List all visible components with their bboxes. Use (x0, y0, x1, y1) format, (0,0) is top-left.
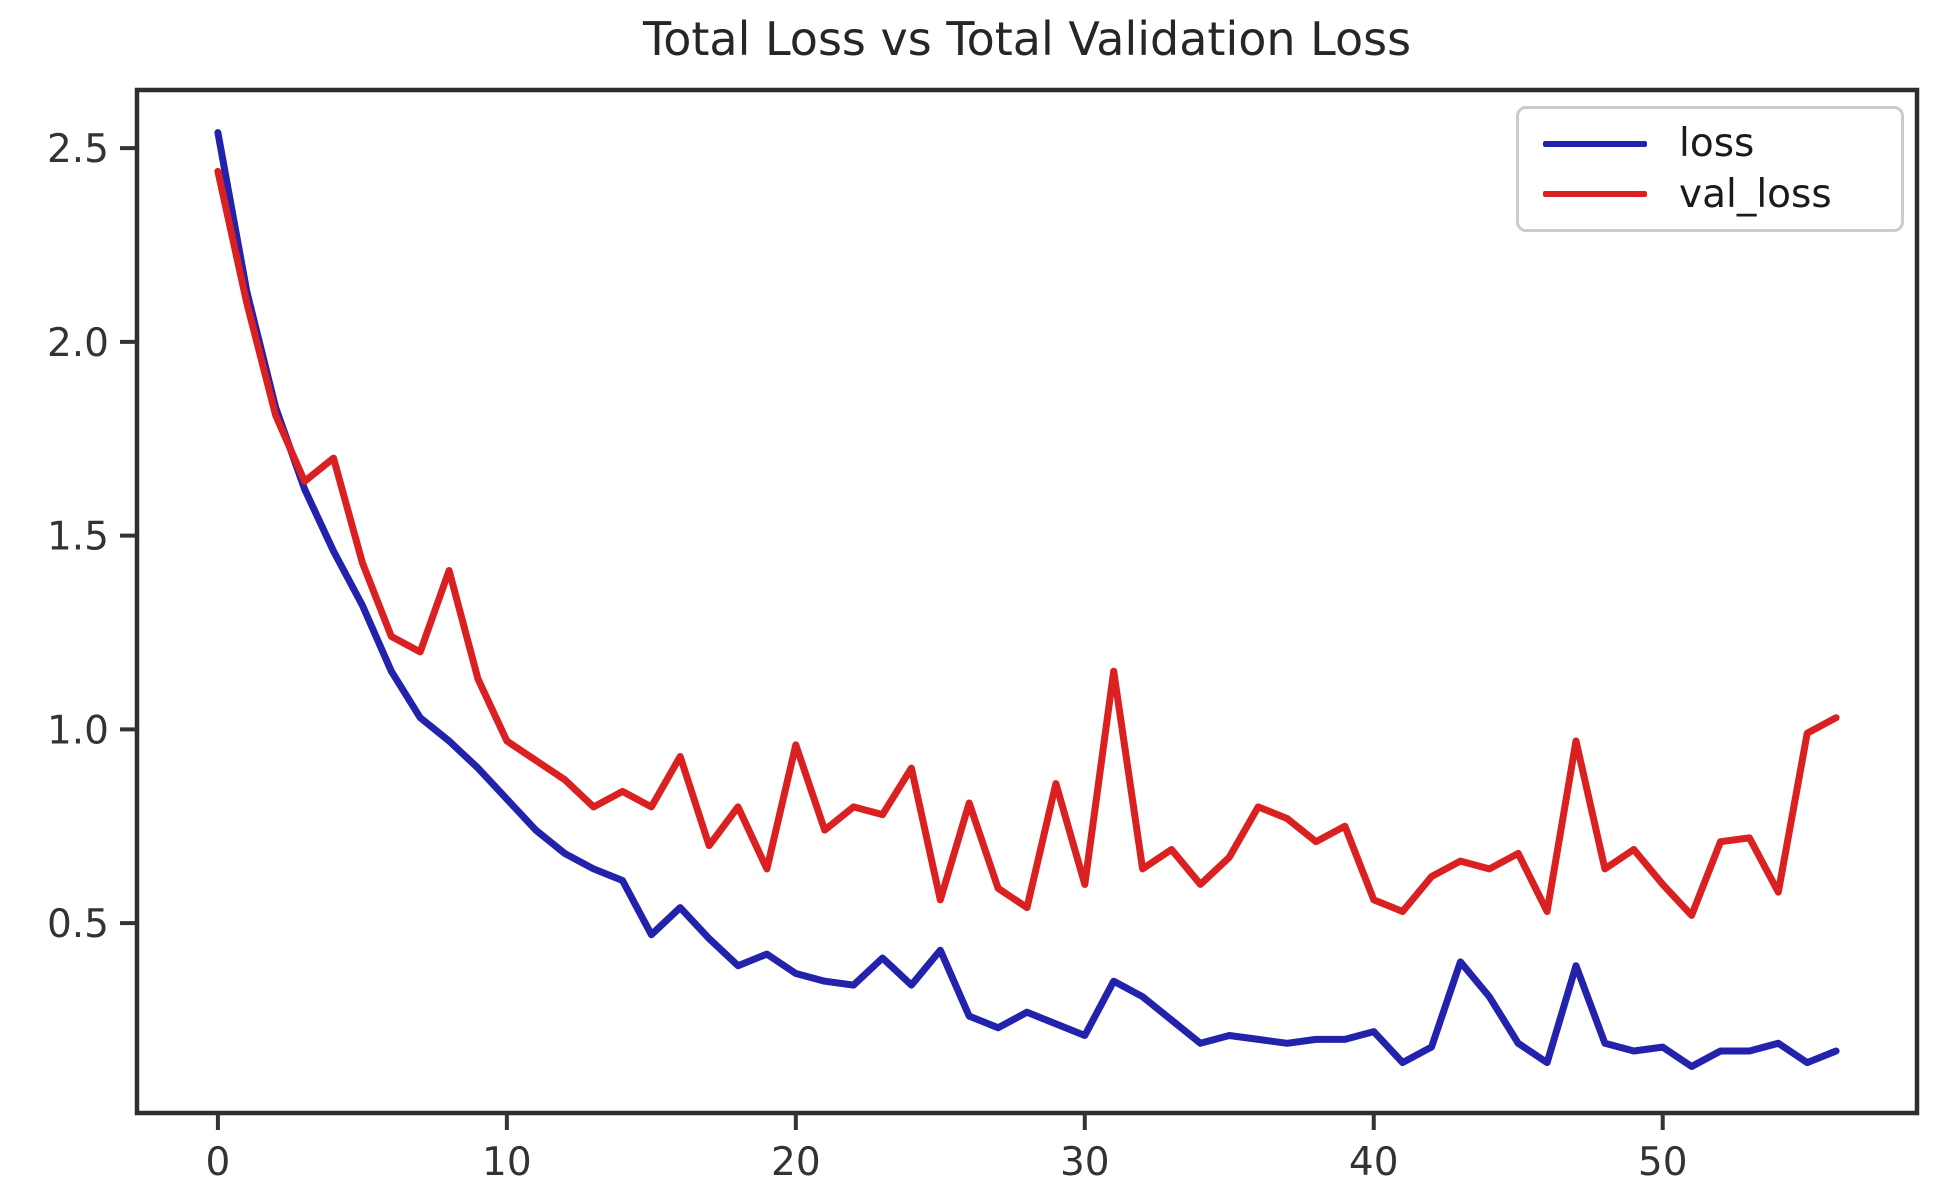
legend-label-loss: loss (1679, 121, 1755, 167)
loss-line (214, 129, 1840, 1070)
legend-item-loss: loss (1519, 124, 1901, 163)
y-tick-label: 2.0 (47, 321, 109, 366)
val-loss-line (214, 167, 1840, 919)
x-tick-label: 20 (771, 1140, 821, 1185)
x-tick-label: 50 (1638, 1140, 1688, 1185)
plot-border (134, 87, 1920, 1116)
y-tick-label: 2.5 (47, 127, 109, 172)
y-tick-label: 1.0 (47, 708, 109, 753)
x-tick-label: 40 (1349, 1140, 1399, 1185)
loss-swatch (1543, 140, 1647, 147)
x-tick-label: 30 (1060, 1140, 1110, 1185)
y-tick-label: 0.5 (47, 902, 109, 947)
legend: loss val_loss (1516, 106, 1904, 232)
val-loss-swatch (1543, 191, 1647, 198)
x-tick-label: 10 (482, 1140, 532, 1185)
x-tick-label: 0 (205, 1140, 230, 1185)
y-tick-label: 1.5 (47, 515, 109, 560)
legend-label-val_loss: val_loss (1679, 171, 1832, 217)
legend-item-val_loss: val_loss (1519, 175, 1901, 214)
chart-title: Total Loss vs Total Validation Loss (642, 12, 1412, 66)
